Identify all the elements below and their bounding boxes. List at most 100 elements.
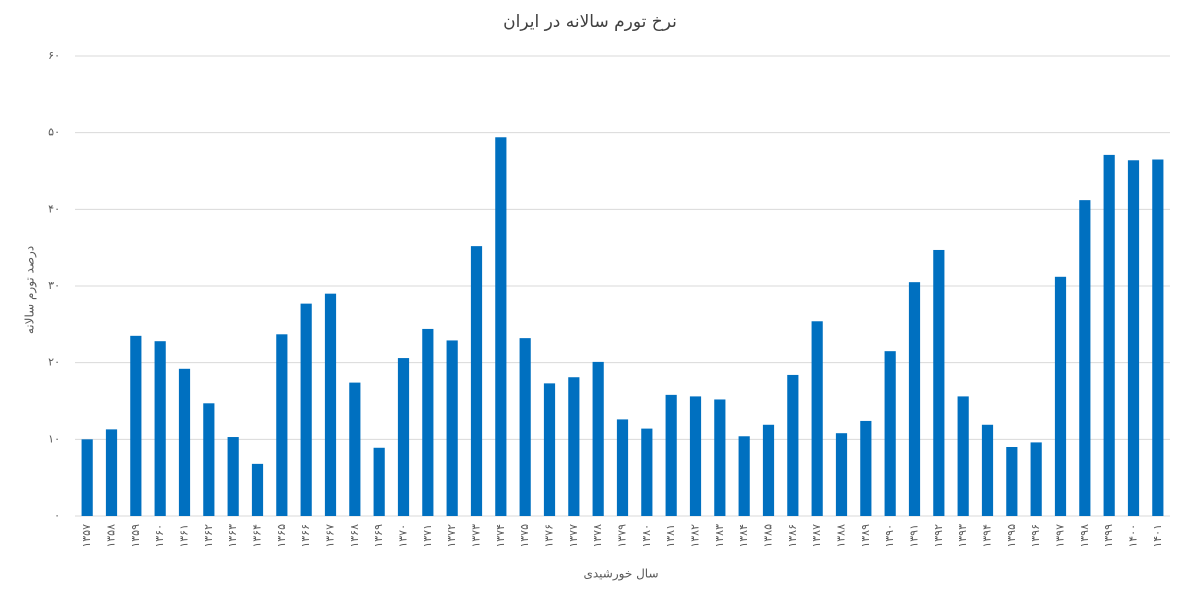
bar	[908, 282, 921, 516]
x-tick-label: ۱۳۹۰	[883, 524, 896, 548]
y-tick-label: ۱۰	[48, 432, 60, 445]
x-tick-label: ۱۳۹۶	[1029, 524, 1042, 548]
x-tick-label: ۱۴۰۰	[1127, 524, 1140, 548]
bar	[762, 424, 775, 516]
bar	[349, 382, 361, 516]
bar	[1103, 154, 1115, 516]
bar	[1079, 200, 1091, 516]
bar	[616, 419, 629, 516]
x-tick-label: ۱۳۵۷	[80, 524, 93, 548]
bar	[860, 420, 872, 516]
x-tick-label: ۱۳۶۶	[299, 524, 312, 548]
bar	[324, 293, 337, 516]
bar	[787, 374, 799, 516]
x-tick-label: ۱۳۸۰	[640, 524, 653, 548]
bar	[665, 394, 677, 516]
bar	[203, 403, 215, 516]
x-tick-label: ۱۳۹۴	[981, 524, 994, 548]
bar	[568, 377, 580, 516]
x-tick-label: ۱۳۶۱	[178, 524, 191, 548]
bar	[957, 396, 969, 516]
x-tick-label: ۱۳۹۸	[1078, 524, 1091, 548]
x-tick-label: ۱۳۸۵	[762, 524, 775, 548]
x-tick-label: ۱۳۶۰	[153, 524, 166, 548]
y-tick-label: ۳۰	[48, 279, 60, 292]
x-tick-label: ۱۳۶۸	[348, 524, 361, 548]
bar	[130, 335, 142, 516]
x-tick-label: ۱۳۵۹	[129, 524, 142, 548]
bar	[178, 368, 191, 516]
x-axis-title: سال خورشیدی	[583, 567, 658, 582]
x-tick-label: ۱۳۸۴	[737, 524, 750, 548]
bar	[884, 351, 896, 516]
x-tick-label: ۱۳۶۴	[251, 524, 264, 548]
x-tick-label: ۱۳۸۶	[786, 524, 799, 548]
x-tick-label: ۱۳۸۸	[835, 524, 848, 548]
bar	[105, 429, 118, 516]
x-tick-label: ۱۳۶۷	[324, 524, 337, 548]
bar	[276, 334, 288, 516]
y-tick-label: ۴۰	[48, 202, 60, 215]
bar	[738, 436, 750, 516]
bar	[933, 249, 945, 516]
bar	[81, 439, 93, 516]
bar	[714, 399, 726, 516]
x-tick-label: ۱۳۹۵	[1005, 524, 1018, 548]
x-tick-label: ۱۳۷۴	[494, 524, 507, 548]
bar	[470, 246, 483, 516]
x-tick-label: ۱۳۸۳	[713, 524, 726, 548]
x-tick-label: ۱۳۶۵	[275, 524, 288, 548]
x-tick-label: ۱۳۷۰	[397, 524, 410, 548]
x-tick-label: ۱۳۶۹	[372, 524, 385, 548]
x-tick-label: ۱۴۰۱	[1151, 524, 1164, 548]
x-tick-label: ۱۳۹۳	[956, 524, 969, 548]
x-tick-label: ۱۳۶۲	[202, 524, 215, 548]
bar	[543, 383, 556, 516]
y-tick-label: ۶۰	[48, 49, 60, 62]
bar	[495, 137, 507, 516]
x-tick-label: ۱۳۸۱	[664, 524, 677, 548]
x-tick-label: ۱۳۹۹	[1102, 524, 1115, 548]
x-tick-label: ۱۳۵۸	[105, 524, 118, 548]
y-axis-title: درصد تورم سالانه	[23, 246, 38, 334]
x-tick-label: ۱۳۸۷	[810, 524, 823, 548]
bar	[689, 396, 702, 516]
y-tick-label: ۲۰	[48, 356, 60, 369]
x-tick-label: ۱۳۹۱	[908, 524, 921, 548]
bar	[519, 338, 531, 516]
bar	[1006, 447, 1018, 516]
bar	[373, 447, 385, 516]
bar	[1127, 160, 1140, 516]
bar	[981, 424, 994, 516]
x-tick-label: ۱۳۹۷	[1054, 524, 1067, 548]
bar	[422, 328, 434, 516]
bar	[446, 340, 458, 516]
x-tick-label: ۱۳۷۵	[518, 524, 531, 548]
bar	[300, 303, 312, 516]
bar	[227, 437, 239, 516]
bar	[1030, 442, 1042, 516]
x-tick-label: ۱۳۷۹	[616, 524, 629, 548]
bar	[835, 433, 848, 516]
x-tick-label: ۱۳۶۳	[226, 524, 239, 548]
bar	[592, 361, 604, 516]
y-tick-label: ۰	[54, 509, 60, 522]
bar	[811, 321, 823, 516]
bar	[1054, 276, 1067, 516]
x-tick-label: ۱۳۷۶	[543, 524, 556, 548]
x-tick-label: ۱۳۷۸	[591, 524, 604, 548]
x-tick-label: ۱۳۸۲	[689, 524, 702, 548]
bar	[154, 341, 166, 516]
x-tick-label: ۱۳۷۲	[445, 524, 458, 548]
x-tick-label: ۱۳۹۲	[932, 524, 945, 548]
bar	[1152, 159, 1164, 516]
y-tick-label: ۵۰	[48, 126, 60, 139]
x-tick-label: ۱۳۸۹	[859, 524, 872, 548]
bar	[397, 358, 410, 516]
bar	[641, 428, 653, 516]
x-tick-label: ۱۳۷۱	[421, 524, 434, 548]
bar	[251, 463, 264, 516]
chart-title: نرخ تورم سالانه در ایران	[503, 12, 677, 32]
x-tick-label: ۱۳۷۷	[567, 524, 580, 548]
